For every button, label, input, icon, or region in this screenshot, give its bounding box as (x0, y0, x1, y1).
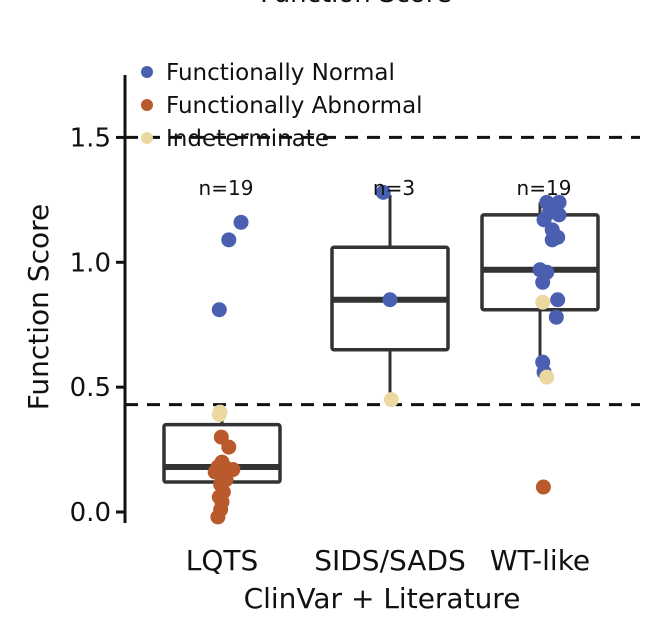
point-normal (233, 214, 249, 230)
y-tick-label-1: 0.5 (70, 373, 111, 403)
point-abnormal (207, 464, 223, 480)
point-normal (382, 292, 398, 308)
legend-label-abnormal: Functionally Abnormal (166, 93, 423, 119)
point-abnormal (210, 509, 226, 525)
point-abnormal (535, 479, 551, 495)
point-abnormal (221, 439, 237, 455)
y-axis: 0.0 0.5 1.0 1.5 (70, 75, 127, 528)
y-axis-title: Function Score (22, 204, 55, 410)
y-tick-label-2: 1.0 (70, 248, 111, 278)
category-label: LQTS (186, 544, 259, 577)
point-normal (548, 309, 564, 325)
point-normal (221, 232, 237, 248)
point-normal (211, 302, 227, 318)
point-indeterminate (211, 407, 227, 423)
n-count-label: n=19 (199, 176, 254, 200)
point-normal (375, 184, 391, 200)
legend: Functionally Normal Functionally Abnormal… (141, 60, 423, 152)
legend-marker-indeterminate (141, 132, 153, 144)
point-normal (551, 207, 567, 223)
point-normal (535, 274, 551, 290)
point-indeterminate (535, 294, 551, 310)
y-tick-label-0: 0.0 (70, 498, 111, 528)
category-label: SIDS/SADS (314, 544, 466, 577)
legend-marker-normal (141, 66, 153, 78)
threshold-lines (125, 135, 640, 407)
n-count-label: n=3 (373, 176, 415, 200)
y-tick-label-3: 1.5 (70, 123, 111, 153)
category-labels: LQTS n=19 SIDS/SADS n=3 WT-like n=19 (186, 176, 590, 577)
chart-title: Function Score (260, 0, 452, 9)
data-points (207, 184, 567, 525)
point-normal (536, 212, 552, 228)
box-wt-like (480, 202, 600, 378)
x-axis-title: ClinVar + Literature (244, 582, 521, 615)
point-indeterminate (383, 392, 399, 408)
n-count-label: n=19 (517, 176, 572, 200)
category-label: WT-like (490, 544, 590, 577)
point-normal (544, 232, 560, 248)
point-indeterminate (539, 369, 555, 385)
legend-label-normal: Functionally Normal (166, 60, 395, 86)
legend-marker-abnormal (141, 99, 153, 111)
point-normal (550, 292, 566, 308)
legend-label-indeterminate: Indeterminate (166, 126, 329, 152)
